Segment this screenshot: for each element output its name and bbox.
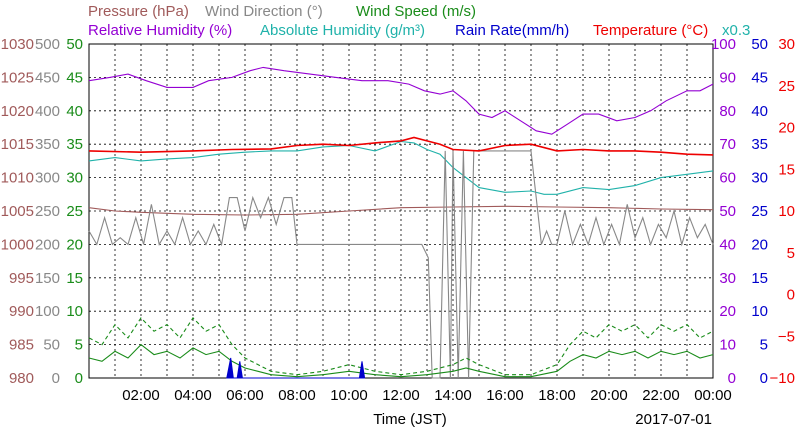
y-tick-temp: 10 <box>778 203 795 220</box>
y-tick-wind_speed: 45 <box>66 69 83 86</box>
y-tick-pressure: 985 <box>9 337 34 354</box>
y-tick-rain_abs: 5 <box>760 337 768 354</box>
y-tick-rain_abs: 25 <box>751 203 768 220</box>
y-tick-rain_abs: 20 <box>751 236 768 253</box>
x-tick: 10:00 <box>330 387 368 404</box>
y-tick-pressure: 980 <box>9 370 34 387</box>
legend-temperature: Temperature (°C) <box>593 22 708 39</box>
y-tick-wind_dir: 200 <box>35 236 60 253</box>
y-tick-wind_dir: 0 <box>52 370 60 387</box>
series-wind_dir <box>88 150 714 379</box>
legend-relative-humidity: Relative Humidity (%) <box>88 22 232 39</box>
y-tick-wind_dir: 50 <box>43 337 60 354</box>
y-tick-wind_speed: 40 <box>66 103 83 120</box>
x-tick: 02:00 <box>122 387 160 404</box>
x-tick: 00:00 <box>694 387 732 404</box>
y-tick-wind_speed: 25 <box>66 203 83 220</box>
y-tick-rel_hum: 0 <box>728 370 736 387</box>
y-tick-wind_dir: 300 <box>35 170 60 187</box>
x-tick: 04:00 <box>174 387 212 404</box>
x-axis-label: Time (JST) <box>373 411 447 428</box>
y-tick-wind_speed: 15 <box>66 270 83 287</box>
y-tick-temp: 25 <box>778 78 795 95</box>
y-tick-rel_hum: 10 <box>719 337 736 354</box>
y-tick-rel_hum: 50 <box>719 203 736 220</box>
y-tick-temp: −10 <box>770 370 795 387</box>
y-tick-rain_abs: 0 <box>760 370 768 387</box>
y-tick-temp: 0 <box>787 287 795 304</box>
y-tick-wind_dir: 500 <box>35 36 60 53</box>
y-tick-rel_hum: 100 <box>711 36 736 53</box>
x-tick: 08:00 <box>278 387 316 404</box>
y-tick-wind_speed: 10 <box>66 303 83 320</box>
y-tick-wind_speed: 50 <box>66 36 83 53</box>
y-tick-wind_dir: 250 <box>35 203 60 220</box>
y-tick-rain_abs: 10 <box>751 303 768 320</box>
y-tick-temp: 30 <box>778 36 795 53</box>
y-tick-pressure: 1015 <box>1 136 34 153</box>
y-tick-temp: 5 <box>787 245 795 262</box>
legend-wind-direction: Wind Direction (°) <box>205 3 323 20</box>
y-tick-temp: 15 <box>778 161 795 178</box>
y-tick-rain_abs: 50 <box>751 36 768 53</box>
series-wind_speed <box>88 343 714 378</box>
y-tick-rel_hum: 30 <box>719 270 736 287</box>
y-tick-temp: −5 <box>778 328 795 345</box>
y-tick-pressure: 1005 <box>1 203 34 220</box>
x-tick: 22:00 <box>642 387 680 404</box>
x-tick: 16:00 <box>486 387 524 404</box>
y-tick-pressure: 1025 <box>1 69 34 86</box>
legend: Pressure (hPa) Wind Direction (°) Wind S… <box>88 3 750 39</box>
y-tick-rel_hum: 20 <box>719 303 736 320</box>
y-tick-pressure: 995 <box>9 270 34 287</box>
y-tick-pressure: 1030 <box>1 36 34 53</box>
y-tick-rel_hum: 70 <box>719 136 736 153</box>
series-rel_hum <box>88 66 714 135</box>
y-tick-wind_dir: 400 <box>35 103 60 120</box>
y-tick-wind_dir: 150 <box>35 270 60 287</box>
y-tick-rain_abs: 40 <box>751 103 768 120</box>
date-label: 2017-07-01 <box>635 411 712 428</box>
series-temp <box>88 136 714 156</box>
series-wind_speed_gust <box>88 317 714 376</box>
legend-absolute-humidity: Absolute Humidity (g/m³) <box>260 22 425 39</box>
x-tick: 06:00 <box>226 387 264 404</box>
y-tick-rain_abs: 30 <box>751 170 768 187</box>
y-tick-rel_hum: 90 <box>719 69 736 86</box>
y-tick-temp: 20 <box>778 120 795 137</box>
axes: 1030102510201015101010051000995990985980… <box>1 36 795 404</box>
y-tick-pressure: 1010 <box>1 170 34 187</box>
y-tick-rel_hum: 40 <box>719 236 736 253</box>
x-tick: 12:00 <box>382 387 420 404</box>
y-tick-pressure: 1020 <box>1 103 34 120</box>
x-tick: 14:00 <box>434 387 472 404</box>
legend-pressure: Pressure (hPa) <box>88 3 189 20</box>
y-tick-wind_dir: 100 <box>35 303 60 320</box>
y-tick-rain_abs: 45 <box>751 69 768 86</box>
x-tick: 18:00 <box>538 387 576 404</box>
y-tick-wind_dir: 450 <box>35 69 60 86</box>
y-tick-pressure: 1000 <box>1 236 34 253</box>
y-tick-wind_speed: 35 <box>66 136 83 153</box>
y-tick-rain_abs: 35 <box>751 136 768 153</box>
y-tick-wind_speed: 0 <box>75 370 83 387</box>
y-tick-wind_speed: 5 <box>75 337 83 354</box>
legend-rain-rate: Rain Rate(mm/h) <box>455 22 569 39</box>
y-tick-rain_abs: 15 <box>751 270 768 287</box>
x-tick: 20:00 <box>590 387 628 404</box>
series-rain <box>226 357 366 379</box>
abs-hum-scale-note: x0.3 <box>722 22 750 39</box>
series-abs_hum <box>88 140 714 195</box>
y-tick-pressure: 990 <box>9 303 34 320</box>
series-layer <box>88 66 714 379</box>
y-tick-wind_dir: 350 <box>35 136 60 153</box>
legend-wind-speed: Wind Speed (m/s) <box>356 3 476 20</box>
y-tick-wind_speed: 20 <box>66 236 83 253</box>
y-tick-rel_hum: 60 <box>719 170 736 187</box>
y-tick-rel_hum: 80 <box>719 103 736 120</box>
y-tick-wind_speed: 30 <box>66 170 83 187</box>
